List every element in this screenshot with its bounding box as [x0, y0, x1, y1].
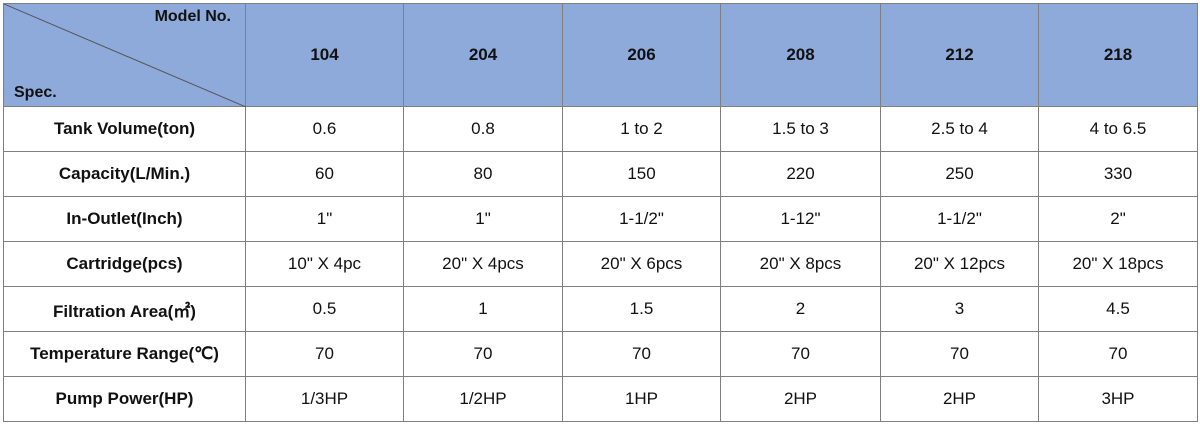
cell: 4 to 6.5: [1038, 106, 1198, 152]
cell: 0.8: [403, 106, 563, 152]
cell: 1HP: [562, 376, 721, 422]
table-body: Tank Volume(ton) 0.6 0.8 1 to 2 1.5 to 3 2.5 …: [3, 106, 1198, 422]
cell: 1: [403, 286, 563, 332]
spec-row: Tank Volume(ton) 0.6 0.8 1 to 2 1.5 to 3 2.5 …: [3, 106, 1198, 152]
cell: 20" X 8pcs: [720, 241, 881, 287]
cell: 20" X 6pcs: [562, 241, 721, 287]
cell: 70: [562, 331, 721, 377]
spec-row: Temperature Range(℃) 70 70 70 70 70 70: [3, 331, 1198, 377]
model-header: 212: [880, 3, 1039, 107]
cell: 330: [1038, 151, 1198, 197]
model-header: 206: [562, 3, 721, 107]
row-label: Temperature Range(℃): [3, 331, 246, 377]
model-header: 204: [403, 3, 563, 107]
spec-row: Capacity(L/Min.) 60 80 150 220 250 330: [3, 151, 1198, 197]
corner-bottom: Spec.: [14, 84, 57, 101]
row-label: Pump Power(HP): [3, 376, 246, 422]
cell: 80: [403, 151, 563, 197]
cell: 2.5 to 4: [880, 106, 1039, 152]
cell: 4.5: [1038, 286, 1198, 332]
row-label: Tank Volume(ton): [3, 106, 246, 152]
row-label: Cartridge(pcs): [3, 241, 246, 287]
cell: 10" X 4pc: [245, 241, 404, 287]
cell: 0.5: [245, 286, 404, 332]
cell: 20" X 18pcs: [1038, 241, 1198, 287]
spec-row: Filtration Area(㎡) 0.5 1 1.5 2 3 4.5: [3, 286, 1198, 332]
cell: 1-1/2": [880, 196, 1039, 242]
spec-row: In-Outlet(Inch) 1" 1" 1-1/2" 1-12" 1-1/2" 2": [3, 196, 1198, 242]
cell: 0.6: [245, 106, 404, 152]
cell: 3HP: [1038, 376, 1198, 422]
cell: 1 to 2: [562, 106, 721, 152]
spec-row: Pump Power(HP) 1/3HP 1/2HP 1HP 2HP 2HP 3HP: [3, 376, 1198, 422]
cell: 250: [880, 151, 1039, 197]
cell: 1": [245, 196, 404, 242]
cell: 1-12": [720, 196, 881, 242]
cell: 70: [403, 331, 563, 377]
cell: 1-1/2": [562, 196, 721, 242]
cell: 150: [562, 151, 721, 197]
header-row: Model No. Spec. 104 204 206 208 212 218: [3, 3, 1198, 107]
cell: 1/3HP: [245, 376, 404, 422]
spec-table: Model No. Spec. 104 204 206 208 212 218 Tank …: [3, 3, 1198, 422]
cell: 1.5: [562, 286, 721, 332]
cell: 70: [1038, 331, 1198, 377]
cell: 1": [403, 196, 563, 242]
cell: 2HP: [720, 376, 881, 422]
diagonal: [4, 4, 246, 107]
cell: 20" X 12pcs: [880, 241, 1039, 287]
model-header: 208: [720, 3, 881, 107]
cell: 1/2HP: [403, 376, 563, 422]
cell: 20" X 4pcs: [403, 241, 563, 287]
corner-cell: Model No. Spec.: [3, 3, 246, 107]
cell: 70: [245, 331, 404, 377]
cell: 70: [720, 331, 881, 377]
model-header: 218: [1038, 3, 1198, 107]
cell: 220: [720, 151, 881, 197]
cell: 1.5 to 3: [720, 106, 881, 152]
cell: 2HP: [880, 376, 1039, 422]
corner-top: Model No.: [154, 8, 231, 25]
cell: 2: [720, 286, 881, 332]
cell: 70: [880, 331, 1039, 377]
row-label: In-Outlet(Inch): [3, 196, 246, 242]
row-label: Capacity(L/Min.): [3, 151, 246, 197]
model-header: 104: [245, 3, 404, 107]
cell: 3: [880, 286, 1039, 332]
row-label: Filtration Area(㎡): [3, 286, 246, 332]
cell: 60: [245, 151, 404, 197]
cell: 2": [1038, 196, 1198, 242]
spec-row: Cartridge(pcs) 10" X 4pc 20" X 4pcs 20" X 6…: [3, 241, 1198, 287]
